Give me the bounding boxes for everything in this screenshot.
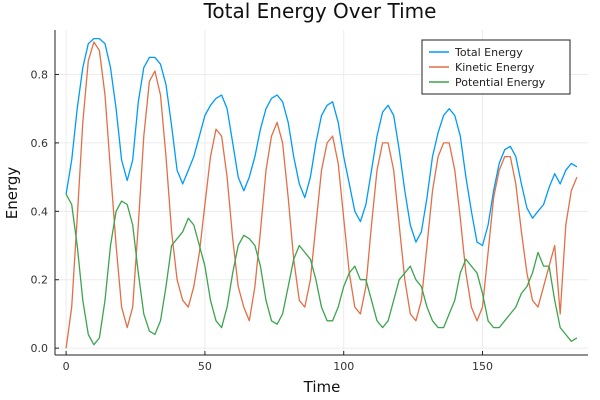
y-tick-label: 0.4: [31, 205, 49, 218]
series-line-2: [65, 193, 578, 346]
y-tick-label: 0.6: [31, 137, 49, 150]
x-tick-label: 100: [333, 360, 354, 373]
chart-title: Total Energy Over Time: [203, 0, 437, 23]
legend-label: Kinetic Energy: [455, 61, 535, 74]
tick-labels: 0 50 100 150 0.0 0.2 0.4 0.6 0.8: [31, 68, 494, 373]
y-tick-label: 0.8: [31, 68, 49, 81]
axes: [54, 30, 588, 356]
series-line-0: [65, 37, 578, 247]
series: [65, 37, 578, 349]
legend: Total Energy Kinetic Energy Potential Ener…: [421, 39, 571, 95]
x-tick-label: 50: [198, 360, 212, 373]
legend-label: Total Energy: [454, 46, 523, 59]
y-axis-label: Energy: [3, 167, 21, 220]
x-tick-label: 150: [472, 360, 493, 373]
legend-label: Potential Energy: [455, 76, 546, 89]
x-axis-label: Time: [303, 378, 341, 396]
y-tick-label: 0.2: [31, 274, 49, 287]
x-tick-label: 0: [63, 360, 70, 373]
y-tick-label: 0.0: [31, 342, 49, 355]
series-line-1: [65, 41, 578, 349]
